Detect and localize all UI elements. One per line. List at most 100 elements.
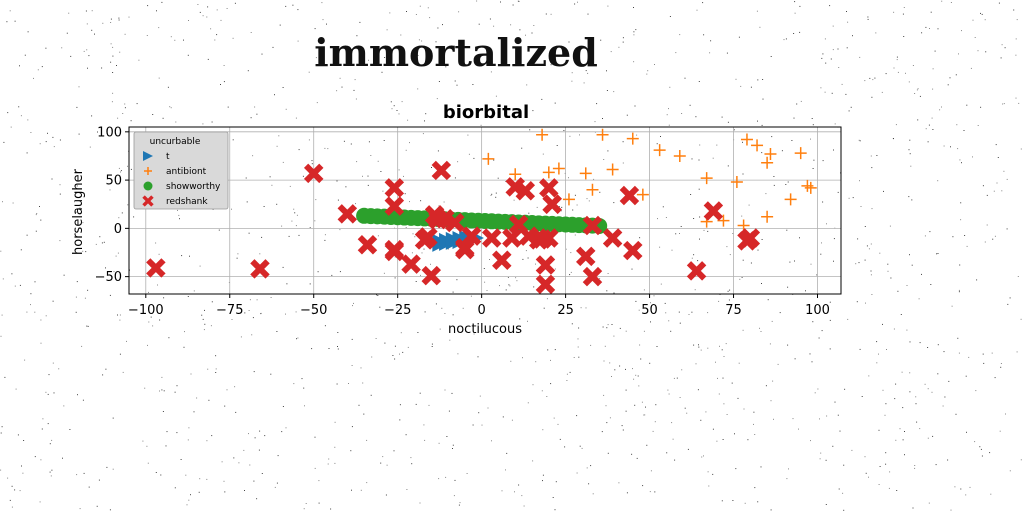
- speckle-dot: [592, 493, 594, 495]
- speckle-dot: [76, 474, 78, 476]
- speckle-dot: [17, 434, 19, 436]
- speckle-dot: [483, 268, 485, 269]
- speckle-dot: [917, 119, 919, 121]
- speckle-dot: [383, 272, 385, 274]
- speckle-dot: [105, 267, 106, 269]
- speckle-dot: [546, 396, 548, 397]
- speckle-dot: [574, 234, 576, 236]
- speckle-dot: [813, 159, 815, 161]
- speckle-dot: [705, 411, 707, 413]
- speckle-dot: [390, 101, 392, 103]
- speckle-dot: [698, 159, 700, 161]
- speckle-dot: [893, 11, 895, 13]
- speckle-dot: [947, 459, 949, 461]
- speckle-dot: [846, 47, 848, 49]
- speckle-dot: [428, 404, 430, 406]
- speckle-dot: [958, 289, 960, 291]
- speckle-dot: [248, 433, 249, 435]
- speckle-dot: [401, 101, 403, 103]
- speckle-dot: [1013, 9, 1015, 11]
- speckle-dot: [232, 37, 234, 39]
- speckle-dot: [767, 299, 769, 301]
- speckle-dot: [314, 467, 316, 469]
- speckle-dot: [360, 489, 362, 491]
- speckle-dot: [586, 198, 588, 200]
- y-axis: −50 0 50 100: [95, 125, 129, 285]
- speckle-dot: [965, 494, 967, 496]
- speckle-dot: [593, 178, 595, 180]
- speckle-dot: [613, 335, 615, 337]
- speckle-dot: [193, 290, 195, 292]
- speckle-dot: [1016, 19, 1018, 21]
- speckle-dot: [276, 331, 278, 332]
- speckle-dot: [264, 435, 266, 437]
- speckle-dot: [281, 431, 283, 433]
- speckle-dot: [554, 102, 556, 104]
- speckle-dot: [679, 397, 681, 398]
- speckle-dot: [183, 39, 184, 41]
- speckle-dot: [147, 462, 149, 464]
- speckle-dot: [876, 341, 878, 343]
- speckle-dot: [864, 80, 866, 82]
- speckle-dot: [261, 473, 263, 474]
- speckle-dot: [980, 12, 981, 14]
- speckle-dot: [87, 289, 89, 291]
- speckle-dot: [356, 35, 358, 37]
- point-redshank: [445, 212, 465, 233]
- speckle-dot: [256, 498, 258, 500]
- speckle-dot: [282, 87, 284, 88]
- speckle-dot: [50, 475, 52, 477]
- speckle-dot: [112, 92, 114, 94]
- speckle-dot: [62, 457, 63, 459]
- speckle-dot: [939, 109, 941, 111]
- speckle-dot: [127, 165, 128, 167]
- speckle-dot: [470, 295, 472, 297]
- speckle-dot: [337, 346, 338, 347]
- speckle-dot: [625, 410, 627, 412]
- point-antibiont: [801, 179, 814, 192]
- series-antibiont: [482, 128, 817, 232]
- speckle-dot: [771, 320, 773, 322]
- speckle-dot: [619, 365, 621, 367]
- speckle-dot: [49, 443, 51, 445]
- speckle-dot: [932, 88, 934, 90]
- speckle-dot: [901, 371, 903, 373]
- speckle-dot: [210, 325, 212, 327]
- speckle-dot: [404, 193, 406, 195]
- speckle-dot: [866, 245, 868, 247]
- speckle-dot: [944, 396, 946, 398]
- speckle-dot: [636, 134, 638, 136]
- speckle-dot: [991, 352, 993, 354]
- speckle-dot: [700, 349, 702, 351]
- speckle-dot: [77, 394, 78, 396]
- speckle-dot: [906, 329, 908, 331]
- speckle-dot: [585, 307, 587, 309]
- speckle-dot: [278, 135, 280, 137]
- speckle-dot: [622, 162, 624, 164]
- point-redshank: [582, 266, 603, 287]
- speckle-dot: [930, 11, 932, 13]
- speckle-dot: [26, 234, 28, 236]
- speckle-dot: [834, 401, 836, 403]
- speckle-dot: [14, 20, 16, 22]
- speckle-dot: [513, 199, 515, 201]
- speckle-dot: [1003, 103, 1005, 105]
- speckle-dot: [14, 489, 16, 491]
- speckle-dot: [518, 484, 520, 486]
- y-tick-label: 50: [105, 174, 122, 189]
- speckle-dot: [429, 17, 431, 19]
- speckle-dot: [481, 424, 483, 426]
- speckle-dot: [468, 153, 470, 155]
- speckle-dot: [950, 509, 952, 511]
- speckle-dot: [754, 487, 756, 489]
- speckle-dot: [12, 202, 14, 204]
- speckle-dot: [40, 319, 42, 321]
- speckle-dot: [647, 70, 649, 72]
- speckle-dot: [707, 230, 709, 232]
- speckle-dot: [590, 344, 592, 346]
- speckle-dot: [78, 86, 80, 88]
- speckle-dot: [456, 279, 458, 281]
- speckle-dot: [1000, 57, 1002, 59]
- speckle-dot: [726, 414, 728, 415]
- speckle-dot: [829, 319, 831, 321]
